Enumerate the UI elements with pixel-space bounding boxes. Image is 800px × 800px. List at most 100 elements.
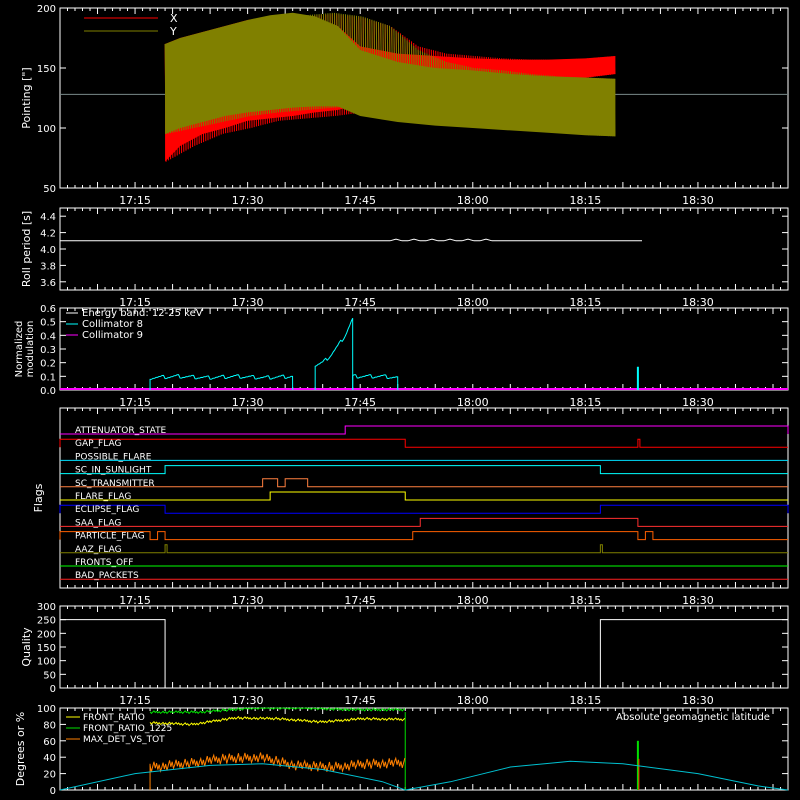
flag-line-aaz-flag — [60, 544, 788, 554]
pointing-legend-label-X: X — [170, 12, 178, 25]
pointing-frame-xlabel: 18:00 — [457, 194, 489, 207]
degrees-series-front-ratio — [149, 715, 406, 727]
modulation-ylabel-tick: 0.1 — [40, 372, 56, 383]
quality-frame — [59, 605, 789, 689]
modulation-ylabel-2: modulation — [25, 321, 36, 378]
pointing-ylabel-tick: 100 — [37, 124, 56, 135]
degrees-ylabel-tick: 20 — [43, 770, 56, 781]
degrees-legend-label: FRONT_RATIO — [83, 713, 145, 723]
degrees-legend-label: MAX_DET_VS_TOT — [83, 735, 165, 745]
roll-frame-xlabel: 17:45 — [344, 296, 376, 309]
roll-frame — [59, 207, 789, 291]
flag-label-saa-flag: SAA_FLAG — [75, 518, 121, 528]
roll-ylabel-tick: 4.2 — [40, 229, 56, 240]
flag-label-gap-flag: GAP_FLAG — [75, 439, 121, 449]
flag-label-possible-flare: POSSIBLE_FLARE — [75, 452, 152, 462]
flag-line-gap-flag — [59, 438, 788, 448]
quality-ylabel-tick: 150 — [37, 643, 56, 654]
pointing-frame-xlabel: 18:15 — [570, 194, 602, 207]
flag-label-attenuator-state: ATTENUATOR_STATE — [75, 426, 167, 436]
pointing-ylabel-tick: 50 — [43, 184, 56, 195]
flags-frame-xlabel: 18:30 — [682, 594, 714, 607]
degrees-series-max-det-vs-tot — [149, 752, 406, 773]
quality-frame-xlabel: 17:30 — [232, 694, 264, 707]
degrees-frame — [59, 707, 789, 791]
modulation-frame-xlabel: 17:15 — [119, 396, 151, 409]
degrees-ylabel-tick: 40 — [43, 753, 56, 764]
flag-label-bad-packets: BAD_PACKETS — [75, 571, 139, 581]
modulation-ylabel-tick: 0.4 — [40, 331, 56, 342]
roll-frame-xlabel: 18:00 — [457, 296, 489, 309]
quality-line — [60, 619, 788, 689]
degrees-ylabel: Degrees or % — [14, 712, 27, 786]
modulation-legend-label: Collimator 8 — [82, 319, 143, 330]
flag-line-saa-flag — [60, 517, 788, 527]
quality-ylabel-tick: 0 — [50, 684, 56, 695]
pointing-ylabel-tick: 200 — [37, 4, 56, 15]
pointing-ylabel: Pointing ["] — [20, 67, 33, 128]
roll-ylabel-tick: 4.0 — [40, 245, 56, 256]
flag-line-sc-transmitter — [60, 478, 788, 488]
flag-line-particle-flag — [59, 531, 788, 541]
quality-ylabel-tick: 100 — [37, 657, 56, 668]
pointing-frame — [59, 7, 789, 189]
quality-frame-xlabel: 17:15 — [119, 694, 151, 707]
degrees-ylabel-tick: 60 — [43, 737, 56, 748]
roll-ylabel-tick: 4.4 — [40, 212, 56, 223]
flag-line-eclipse-flag — [59, 504, 789, 514]
pointing-frame-xlabel: 17:30 — [232, 194, 264, 207]
roll-ylabel: Roll period [s] — [20, 211, 33, 287]
roll-frame-xlabel: 17:30 — [232, 296, 264, 309]
quality-frame-xlabel: 18:00 — [457, 694, 489, 707]
modulation-frame-xlabel: 17:45 — [344, 396, 376, 409]
modulation-ylabel-tick: 0.0 — [40, 386, 56, 397]
pointing-ylabel-tick: 150 — [37, 64, 56, 75]
roll-ylabel-tick: 3.8 — [40, 261, 56, 272]
quality-ylabel-tick: 250 — [37, 616, 56, 627]
flag-label-eclipse-flag: ECLIPSE_FLAG — [75, 505, 139, 515]
flag-label-particle-flag: PARTICLE_FLAG — [75, 532, 145, 542]
modulation-legend-label: Energy band: 12-25 keV — [82, 308, 203, 319]
degrees-series-front-ratio-1225 — [149, 707, 406, 715]
modulation-frame-xlabel: 17:30 — [232, 396, 264, 409]
pointing-frame-xlabel: 17:15 — [119, 194, 151, 207]
flags-ylabel: Flags — [32, 483, 45, 512]
modulation-legend-label: Collimator 9 — [82, 330, 143, 341]
pointing-frame-xlabel: 17:45 — [344, 194, 376, 207]
degrees-legend-label: FRONT_RATIO_1225 — [83, 724, 172, 734]
modulation-ylabel-tick: 0.2 — [40, 359, 56, 370]
modulation-ylabel-tick: 0.3 — [40, 345, 56, 356]
flag-label-fronts-off: FRONTS_OFF — [75, 558, 133, 568]
degrees-ylabel-tick: 100 — [37, 704, 56, 715]
degrees-annotation: Absolute geomagnetic latitude — [616, 712, 770, 723]
quality-ylabel-tick: 300 — [37, 602, 56, 613]
pointing-frame-xlabel: 18:30 — [682, 194, 714, 207]
quality-ylabel: Quality — [20, 627, 33, 667]
flags-frame-xlabel: 18:15 — [570, 594, 602, 607]
flags-frame — [59, 407, 789, 589]
roll-frame-xlabel: 18:30 — [682, 296, 714, 309]
degrees-series-geomag-latitude — [59, 760, 789, 791]
quality-frame-xlabel: 18:15 — [570, 694, 602, 707]
modulation-frame-xlabel: 18:15 — [570, 396, 602, 409]
quality-ylabel-tick: 200 — [37, 629, 56, 640]
flag-label-sc-transmitter: SC_TRANSMITTER — [75, 479, 155, 489]
flag-line-sc-in-sunlight — [60, 465, 788, 475]
flags-frame-xlabel: 17:30 — [232, 594, 264, 607]
flags-frame-xlabel: 18:00 — [457, 594, 489, 607]
modulation-series-collimator8-seg-0 — [149, 374, 294, 391]
modulation-ylabel-tick: 0.5 — [40, 318, 56, 329]
modulation-series-collimator8-seg-2 — [352, 374, 399, 391]
modulation-series-collimator8-seg-1 — [314, 317, 354, 391]
pointing-legend-label-Y: Y — [169, 25, 177, 38]
quality-ylabel-tick: 50 — [43, 670, 56, 681]
quality-frame-xlabel: 17:45 — [344, 694, 376, 707]
flags-frame-xlabel: 17:45 — [344, 594, 376, 607]
degrees-ylabel-tick: 80 — [43, 720, 56, 731]
flag-label-sc-in-sunlight: SC_IN_SUNLIGHT — [75, 466, 152, 476]
degrees-ylabel-tick: 0 — [50, 786, 56, 797]
flag-label-aaz-flag: AAZ_FLAG — [75, 545, 122, 555]
pointing-series-Y-trace — [164, 12, 616, 137]
roll-ylabel-tick: 3.6 — [40, 278, 56, 289]
